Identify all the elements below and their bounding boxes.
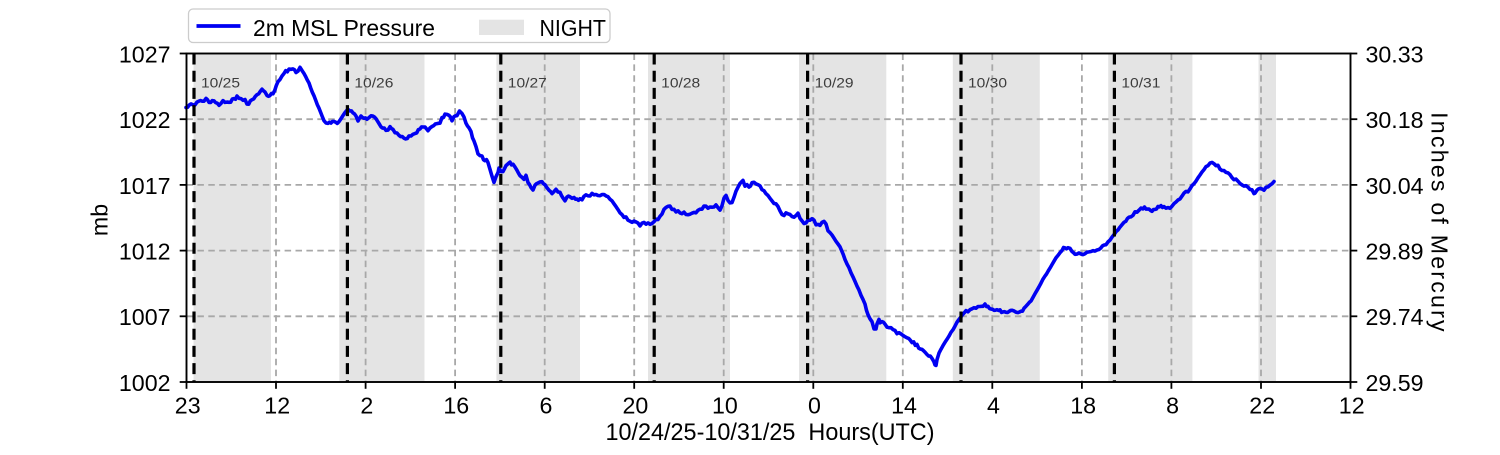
- svg-text:2m MSL Pressure: 2m MSL Pressure: [253, 15, 435, 41]
- svg-text:29.74: 29.74: [1366, 304, 1424, 330]
- svg-text:1007: 1007: [119, 304, 171, 330]
- svg-text:10/27: 10/27: [508, 74, 547, 90]
- svg-text:30.18: 30.18: [1366, 107, 1424, 133]
- svg-text:NIGHT: NIGHT: [540, 15, 607, 41]
- svg-text:12: 12: [264, 393, 290, 419]
- svg-text:2: 2: [360, 393, 373, 419]
- svg-text:1027: 1027: [119, 41, 171, 67]
- svg-text:23: 23: [175, 393, 201, 419]
- svg-text:mb: mb: [87, 204, 113, 236]
- svg-text:18: 18: [1070, 393, 1096, 419]
- svg-text:10/30: 10/30: [968, 74, 1007, 90]
- svg-text:Inches of Mercury: Inches of Mercury: [1427, 112, 1453, 334]
- svg-text:10/24/25-10/31/25 Hours(UTC): 10/24/25-10/31/25 Hours(UTC): [606, 419, 935, 446]
- svg-text:16: 16: [443, 393, 469, 419]
- svg-text:4: 4: [987, 393, 1000, 419]
- svg-text:10/25: 10/25: [201, 74, 240, 90]
- svg-text:22: 22: [1249, 393, 1275, 419]
- svg-text:10/28: 10/28: [661, 74, 700, 90]
- svg-text:10/31: 10/31: [1121, 74, 1160, 90]
- svg-text:8: 8: [1166, 393, 1179, 419]
- svg-text:30.04: 30.04: [1366, 173, 1424, 199]
- svg-text:29.89: 29.89: [1366, 239, 1424, 265]
- svg-text:10: 10: [712, 393, 738, 419]
- svg-text:20: 20: [623, 393, 649, 419]
- svg-text:1022: 1022: [119, 107, 171, 133]
- svg-text:12: 12: [1339, 393, 1365, 419]
- svg-text:30.33: 30.33: [1366, 41, 1424, 67]
- svg-text:6: 6: [539, 393, 552, 419]
- svg-text:14: 14: [891, 393, 917, 419]
- svg-text:10/26: 10/26: [354, 74, 393, 90]
- svg-text:1012: 1012: [119, 239, 171, 265]
- svg-text:1002: 1002: [119, 370, 171, 396]
- svg-text:29.59: 29.59: [1366, 370, 1424, 396]
- svg-text:10/29: 10/29: [815, 74, 854, 90]
- svg-text:1017: 1017: [119, 173, 171, 199]
- svg-text:0: 0: [808, 393, 821, 419]
